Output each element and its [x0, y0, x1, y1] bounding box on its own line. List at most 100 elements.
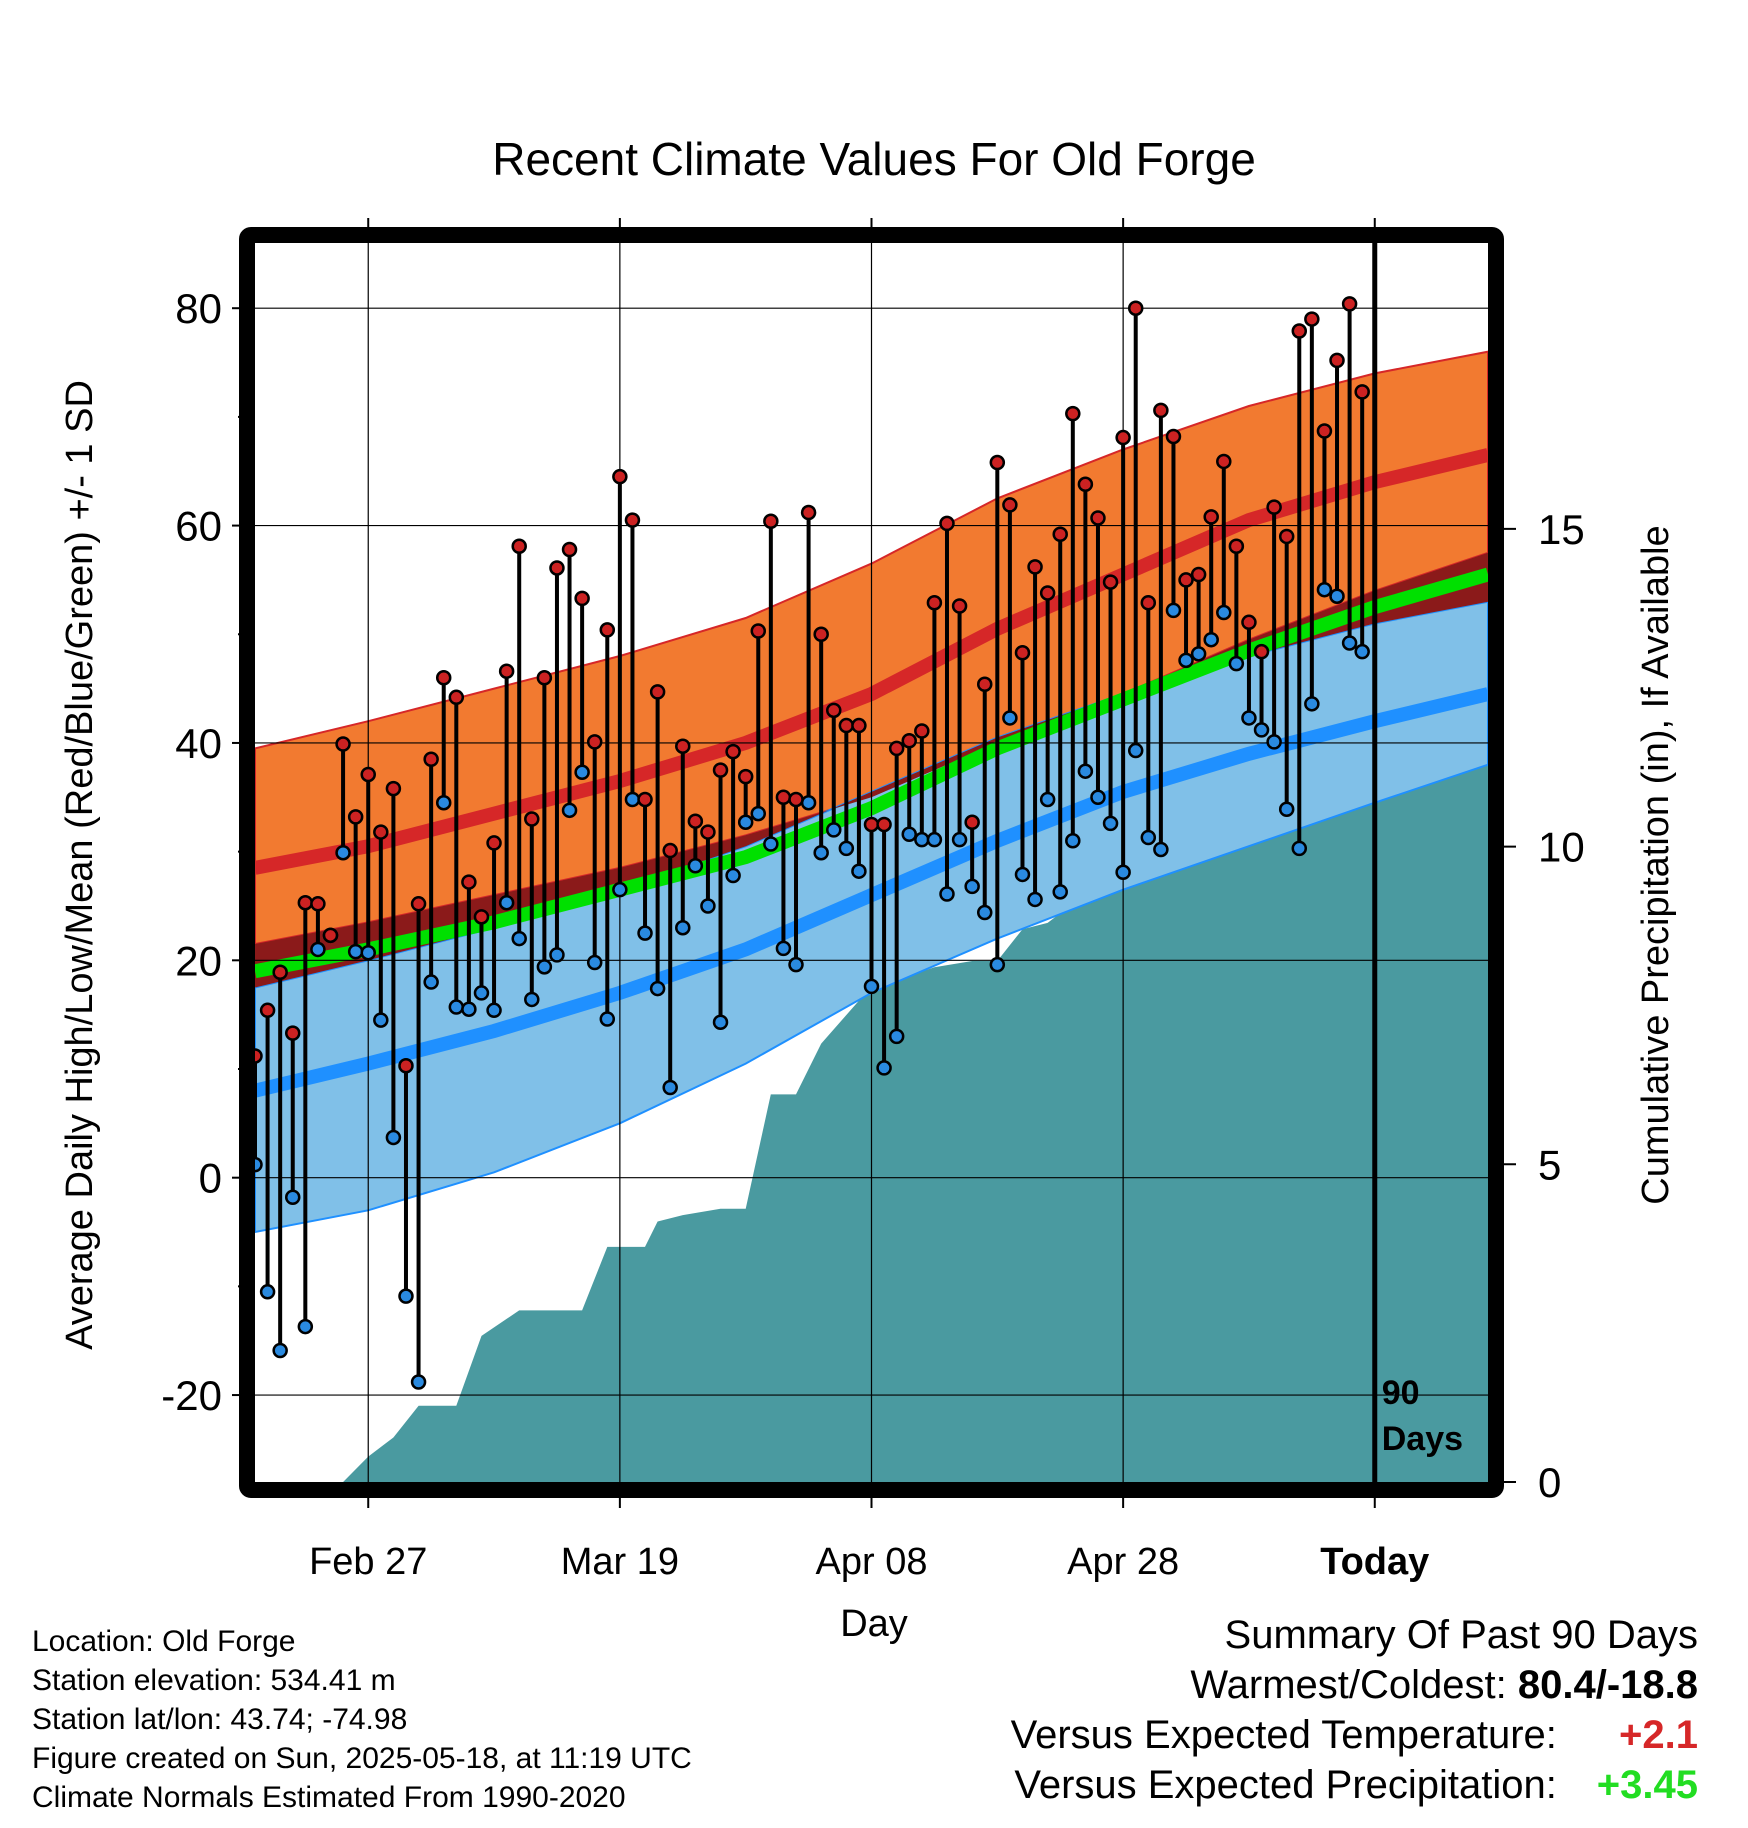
x-tick-label: Feb 27 [309, 1541, 427, 1583]
daily-low-point [373, 1012, 389, 1028]
y2-tick-label: 0 [1538, 1459, 1561, 1506]
daily-high-point [725, 743, 741, 760]
daily-high-point [284, 1025, 301, 1041]
daily-low-point [725, 867, 741, 884]
daily-low-point [335, 844, 351, 861]
daily-high-point [989, 454, 1006, 471]
daily-high-point [1039, 585, 1056, 601]
daily-low-point [511, 930, 527, 947]
daily-high-point [373, 824, 389, 840]
daily-low-point [826, 822, 842, 838]
daily-low-point [800, 794, 817, 811]
daily-high-point [1253, 643, 1270, 660]
daily-high-point [662, 842, 678, 859]
daily-low-point [637, 925, 653, 941]
daily-high-point [1014, 644, 1031, 661]
daily-high-point [1241, 614, 1257, 631]
daily-high-point [888, 740, 905, 757]
daily-high-point [612, 468, 628, 485]
daily-low-point [712, 1014, 729, 1031]
y2-axis-label: Cumulative Precipitation (in), If Availa… [1635, 525, 1677, 1204]
daily-low-point [700, 898, 716, 914]
y2-tick-label: 15 [1538, 506, 1585, 553]
daily-high-point [1002, 497, 1018, 513]
daily-low-point [1241, 710, 1257, 726]
daily-high-point [410, 896, 427, 912]
daily-high-point [297, 894, 314, 911]
daily-low-point [347, 943, 364, 960]
daily-high-point [1190, 566, 1207, 583]
daily-low-point [272, 1342, 288, 1359]
y-tick-label: 60 [175, 503, 222, 550]
daily-low-point [763, 836, 779, 852]
daily-high-point [939, 515, 955, 532]
daily-high-point [851, 717, 867, 734]
plot-content: 90 Days [255, 243, 1488, 1482]
daily-low-point [939, 886, 955, 902]
daily-high-point [360, 766, 376, 783]
daily-low-point [964, 878, 980, 895]
daily-high-point [951, 598, 968, 614]
daily-high-point [624, 512, 641, 528]
daily-high-point [788, 791, 804, 808]
daily-high-point [1341, 296, 1358, 312]
daily-high-point [486, 835, 502, 851]
daily-low-point [1354, 643, 1370, 660]
daily-high-point [423, 751, 439, 767]
daily-high-point [687, 813, 704, 829]
daily-high-point [448, 689, 465, 706]
daily-high-point [1304, 311, 1320, 327]
daily-high-point [763, 513, 779, 529]
today-annotation-line: Days [1382, 1420, 1463, 1458]
daily-high-point [1178, 572, 1194, 588]
daily-low-point [536, 959, 553, 975]
daily-high-point [536, 669, 553, 686]
daily-high-point [1203, 509, 1219, 525]
daily-low-point [675, 919, 691, 936]
daily-high-point [863, 816, 880, 833]
daily-low-point [1266, 734, 1282, 750]
daily-low-point [1002, 710, 1018, 726]
daily-high-point [1090, 510, 1106, 526]
daily-high-point [1228, 538, 1245, 554]
daily-low-point [1228, 655, 1245, 672]
x-tick-label: Today [1320, 1541, 1429, 1583]
daily-low-point [1102, 815, 1119, 832]
daily-low-point [586, 954, 603, 971]
daily-high-point [649, 684, 666, 700]
daily-low-point [461, 1001, 477, 1017]
daily-high-point [1102, 574, 1119, 590]
y-tick-label: 0 [199, 1155, 222, 1202]
daily-low-point [662, 1079, 678, 1096]
daily-low-point [926, 831, 943, 848]
summary-panel: Summary Of Past 90 Days Warmest/Coldest:… [1011, 1610, 1698, 1810]
summary-temp-label: Versus Expected Temperature: [1010, 1713, 1557, 1757]
daily-low-point [1077, 763, 1094, 779]
daily-high-point [800, 504, 817, 521]
daily-low-point [473, 985, 490, 1001]
daily-low-point [549, 947, 565, 963]
summary-precip-row: Versus Expected Precipitation: +3.45 [1011, 1760, 1698, 1810]
daily-high-point [524, 811, 540, 827]
y2-tick-label: 10 [1538, 824, 1585, 871]
summary-warmest-value: 80.4/-18.8 [1517, 1663, 1698, 1707]
daily-low-point [1027, 891, 1043, 908]
x-axis-label: Day [840, 1603, 908, 1645]
summary-heading: Summary Of Past 90 Days [1224, 1613, 1698, 1657]
daily-low-point [951, 831, 968, 848]
station-info: Location: Old Forge Station elevation: 5… [32, 1622, 692, 1817]
daily-low-point [976, 904, 993, 921]
daily-high-point [310, 896, 326, 912]
daily-high-point [926, 594, 943, 611]
daily-low-point [851, 863, 867, 879]
chart-title: Recent Climate Values For Old Forge [492, 133, 1256, 185]
daily-low-point [1140, 829, 1157, 846]
daily-high-point [1354, 384, 1370, 400]
daily-high-point [712, 762, 729, 778]
plot-area: 90 Days 80 60 40 20 0 -20 15 10 5 0 Feb 27 Mar 19 Apr … [161, 218, 1585, 1583]
daily-low-point [284, 1189, 301, 1205]
daily-high-point [826, 702, 842, 719]
daily-high-point [876, 816, 892, 833]
daily-high-point [813, 626, 829, 643]
daily-low-point [297, 1318, 314, 1335]
